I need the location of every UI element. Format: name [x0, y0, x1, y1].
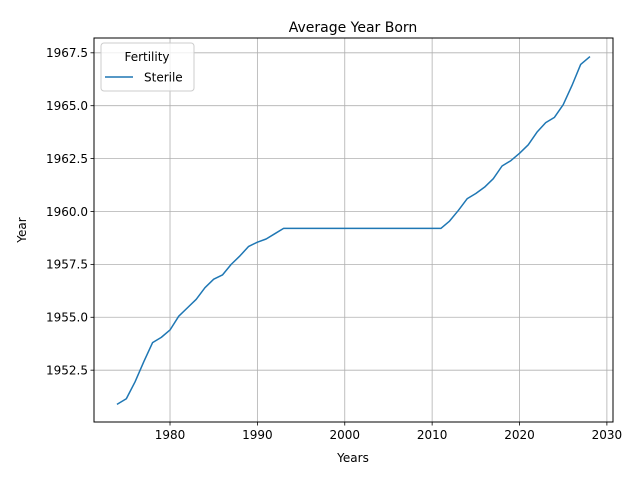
y-tick-label: 1952.5: [46, 363, 88, 377]
y-tick-label: 1962.5: [46, 152, 88, 166]
series-line-sterile: [116, 55, 591, 406]
y-tick-label: 1955.0: [46, 311, 88, 325]
y-tick-label: 1967.5: [46, 46, 88, 60]
series-layer: [116, 55, 591, 406]
legend-title: Fertility: [124, 50, 169, 64]
x-tick-label: 2000: [329, 428, 360, 442]
x-axis-ticks: 1980 1990 2000 2010 2020 2030: [155, 422, 622, 442]
chart-title: Average Year Born: [289, 20, 418, 36]
legend: Fertility Sterile: [100, 42, 195, 92]
x-tick-label: 2010: [417, 428, 448, 442]
y-tick-label: 1965.0: [46, 99, 88, 113]
y-tick-label: 1957.5: [46, 258, 88, 272]
y-axis-ticks: 1952.5 1955.0 1957.5 1960.0 1962.5 1965.0 1967…: [46, 46, 94, 377]
plot-frame: [93, 37, 614, 423]
x-axis-label: Years: [336, 451, 369, 465]
legend-entry-sterile: Sterile: [144, 71, 183, 85]
legend-box: [100, 42, 195, 92]
x-tick-label: 1990: [242, 428, 273, 442]
grid-lines: [94, 38, 613, 422]
y-tick-label: 1960.0: [46, 205, 88, 219]
x-tick-label: 2030: [592, 428, 623, 442]
y-axis-label: Year: [15, 217, 29, 243]
x-tick-label: 1980: [155, 428, 186, 442]
x-tick-label: 2020: [504, 428, 535, 442]
